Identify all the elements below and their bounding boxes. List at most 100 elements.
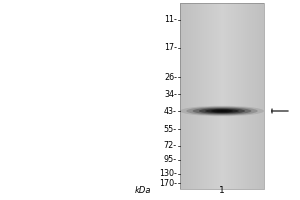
Bar xyxy=(217,3,218,189)
Bar xyxy=(182,3,184,189)
Ellipse shape xyxy=(180,106,264,116)
Bar xyxy=(225,3,226,189)
Bar xyxy=(259,3,260,189)
Bar xyxy=(186,3,188,189)
Bar xyxy=(248,3,250,189)
Bar xyxy=(263,3,264,189)
Bar xyxy=(209,3,211,189)
Ellipse shape xyxy=(193,107,251,115)
Bar xyxy=(211,3,212,189)
Text: 11-: 11- xyxy=(164,16,177,24)
Text: 26-: 26- xyxy=(164,72,177,82)
Bar xyxy=(212,3,213,189)
Bar xyxy=(203,3,205,189)
Bar xyxy=(233,3,235,189)
Bar xyxy=(240,3,241,189)
Bar xyxy=(222,3,223,189)
Bar xyxy=(207,3,209,189)
Bar xyxy=(255,3,256,189)
Bar xyxy=(251,3,253,189)
Bar xyxy=(224,3,226,189)
Bar xyxy=(239,3,240,189)
Bar xyxy=(244,3,245,189)
Bar xyxy=(202,3,203,189)
Bar xyxy=(232,3,234,189)
Bar xyxy=(181,3,182,189)
Text: kDa: kDa xyxy=(135,186,152,195)
Bar xyxy=(256,3,258,189)
Bar xyxy=(246,3,247,189)
Bar xyxy=(183,3,184,189)
Bar xyxy=(249,3,251,189)
Bar xyxy=(196,3,197,189)
Bar xyxy=(245,3,247,189)
Bar xyxy=(206,3,208,189)
Bar xyxy=(215,3,216,189)
Bar xyxy=(194,3,195,189)
Bar xyxy=(199,3,200,189)
Bar xyxy=(235,3,236,189)
Bar xyxy=(219,3,220,189)
Text: 72-: 72- xyxy=(164,141,177,150)
Bar xyxy=(191,3,193,189)
Bar xyxy=(253,3,254,189)
Bar xyxy=(241,3,242,189)
Text: 130-: 130- xyxy=(159,170,177,178)
Bar xyxy=(201,3,202,189)
Text: 170-: 170- xyxy=(159,178,177,188)
Ellipse shape xyxy=(216,110,228,112)
Bar xyxy=(242,3,243,189)
Bar xyxy=(226,3,227,189)
Bar xyxy=(260,3,261,189)
Bar xyxy=(247,3,249,189)
Bar xyxy=(204,3,206,189)
Bar xyxy=(216,3,217,189)
Bar xyxy=(185,3,187,189)
Bar xyxy=(205,3,206,189)
Bar xyxy=(208,3,210,189)
Text: 1: 1 xyxy=(219,186,225,195)
Text: 34-: 34- xyxy=(164,90,177,99)
Bar xyxy=(254,3,255,189)
Bar xyxy=(230,3,232,189)
Bar xyxy=(190,3,191,189)
Text: 95-: 95- xyxy=(164,156,177,164)
Ellipse shape xyxy=(211,110,233,112)
Text: 43-: 43- xyxy=(164,106,177,116)
Text: 17-: 17- xyxy=(164,44,177,52)
Bar xyxy=(232,3,233,189)
Bar xyxy=(223,3,224,189)
Bar xyxy=(230,3,231,189)
Bar xyxy=(200,3,201,189)
Bar xyxy=(237,3,238,189)
Bar xyxy=(220,3,221,189)
Bar xyxy=(262,3,263,189)
Bar xyxy=(198,3,199,189)
Bar xyxy=(227,3,229,189)
Bar xyxy=(261,3,262,189)
Ellipse shape xyxy=(199,108,245,114)
Bar xyxy=(214,3,215,189)
Text: 55-: 55- xyxy=(164,124,177,134)
Bar xyxy=(258,3,259,189)
Bar xyxy=(238,3,239,189)
Bar xyxy=(190,3,192,189)
Bar xyxy=(236,3,237,189)
Bar xyxy=(184,3,185,189)
Bar xyxy=(250,3,252,189)
Bar xyxy=(180,3,264,189)
Ellipse shape xyxy=(205,109,239,113)
Bar xyxy=(197,3,198,189)
Ellipse shape xyxy=(186,107,258,115)
Bar xyxy=(193,3,194,189)
Bar xyxy=(228,3,230,189)
Bar xyxy=(195,3,196,189)
Bar xyxy=(180,3,181,189)
Bar xyxy=(188,3,190,189)
Bar xyxy=(218,3,219,189)
Bar xyxy=(243,3,244,189)
Bar xyxy=(213,3,214,189)
Bar xyxy=(221,3,222,189)
Bar xyxy=(256,3,257,189)
Bar xyxy=(187,3,189,189)
